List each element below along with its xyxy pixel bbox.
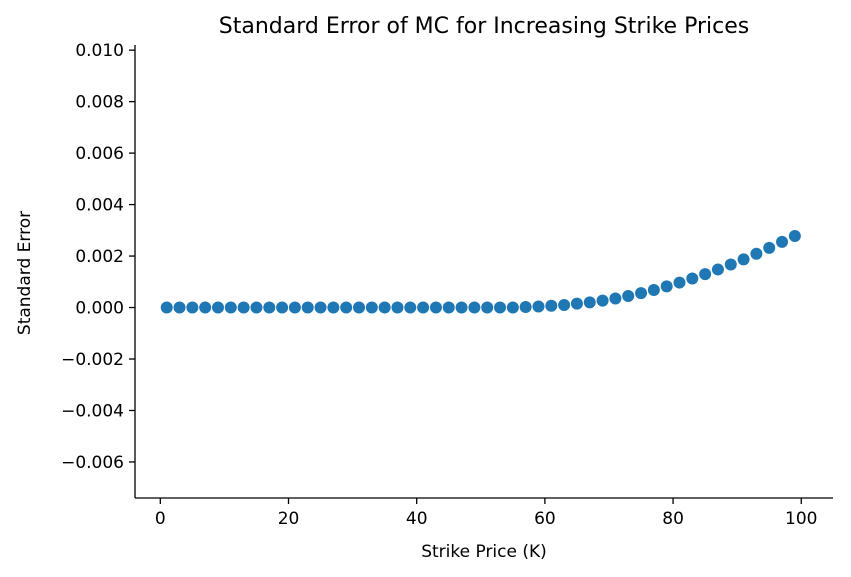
data-point [468, 301, 481, 314]
x-axis-ticks: 0 20 40 60 80 100 [155, 498, 817, 529]
y-tick-label: 0.006 [75, 144, 124, 164]
data-points [160, 229, 801, 314]
x-tick-label: 100 [785, 509, 817, 529]
y-tick-label: 0.000 [75, 299, 124, 319]
data-point [673, 276, 686, 289]
y-tick-label: 0.004 [75, 196, 124, 216]
data-point [724, 258, 737, 271]
data-point [494, 301, 507, 314]
data-point [212, 301, 225, 314]
y-tick-label: 0.010 [75, 41, 124, 61]
data-point [237, 301, 250, 314]
y-tick-label: −0.006 [61, 453, 124, 473]
data-point [263, 301, 276, 314]
data-point [455, 301, 468, 314]
data-point [750, 247, 763, 260]
data-point [314, 301, 327, 314]
data-point [558, 298, 571, 311]
data-point [699, 268, 712, 281]
data-point [545, 299, 558, 312]
data-point [199, 301, 212, 314]
data-point [327, 301, 340, 314]
x-tick-label: 60 [534, 509, 556, 529]
chart-title: Standard Error of MC for Increasing Stri… [219, 14, 749, 39]
data-point [532, 300, 545, 313]
x-tick-label: 40 [406, 509, 428, 529]
data-point [365, 301, 378, 314]
data-point [224, 301, 237, 314]
x-tick-label: 0 [155, 509, 166, 529]
data-point [301, 301, 314, 314]
data-point [609, 292, 622, 305]
data-point [570, 297, 583, 310]
data-point [622, 289, 635, 302]
data-point [481, 301, 494, 314]
data-point [583, 296, 596, 309]
data-point [353, 301, 366, 314]
data-point [686, 272, 699, 285]
y-axis-ticks: −0.006 −0.004 −0.002 0.000 0.002 0.004 0.006 0.… [61, 41, 135, 473]
data-point [404, 301, 417, 314]
data-point [250, 301, 263, 314]
y-tick-label: −0.004 [61, 401, 124, 421]
data-point [660, 280, 673, 293]
y-tick-label: 0.008 [75, 93, 124, 113]
data-point [378, 301, 391, 314]
x-axis-label: Strike Price (K) [421, 542, 547, 562]
data-point [429, 301, 442, 314]
x-tick-label: 80 [662, 509, 684, 529]
data-point [417, 301, 430, 314]
y-tick-label: 0.002 [75, 247, 124, 267]
data-point [288, 301, 301, 314]
y-axis-label: Standard Error [15, 211, 35, 335]
data-point [763, 241, 776, 254]
data-point [340, 301, 353, 314]
data-point [711, 263, 724, 276]
data-point [635, 287, 648, 300]
data-point [596, 294, 609, 307]
data-point [519, 301, 532, 314]
data-point [442, 301, 455, 314]
data-point [276, 301, 289, 314]
x-tick-label: 20 [278, 509, 300, 529]
data-point [776, 235, 789, 248]
y-tick-label: −0.002 [61, 350, 124, 370]
data-point [737, 253, 750, 266]
data-point [506, 301, 519, 314]
data-point [186, 301, 199, 314]
data-point [173, 301, 186, 314]
data-point [391, 301, 404, 314]
data-point [160, 301, 173, 314]
data-point [647, 284, 660, 297]
data-point [788, 229, 801, 242]
